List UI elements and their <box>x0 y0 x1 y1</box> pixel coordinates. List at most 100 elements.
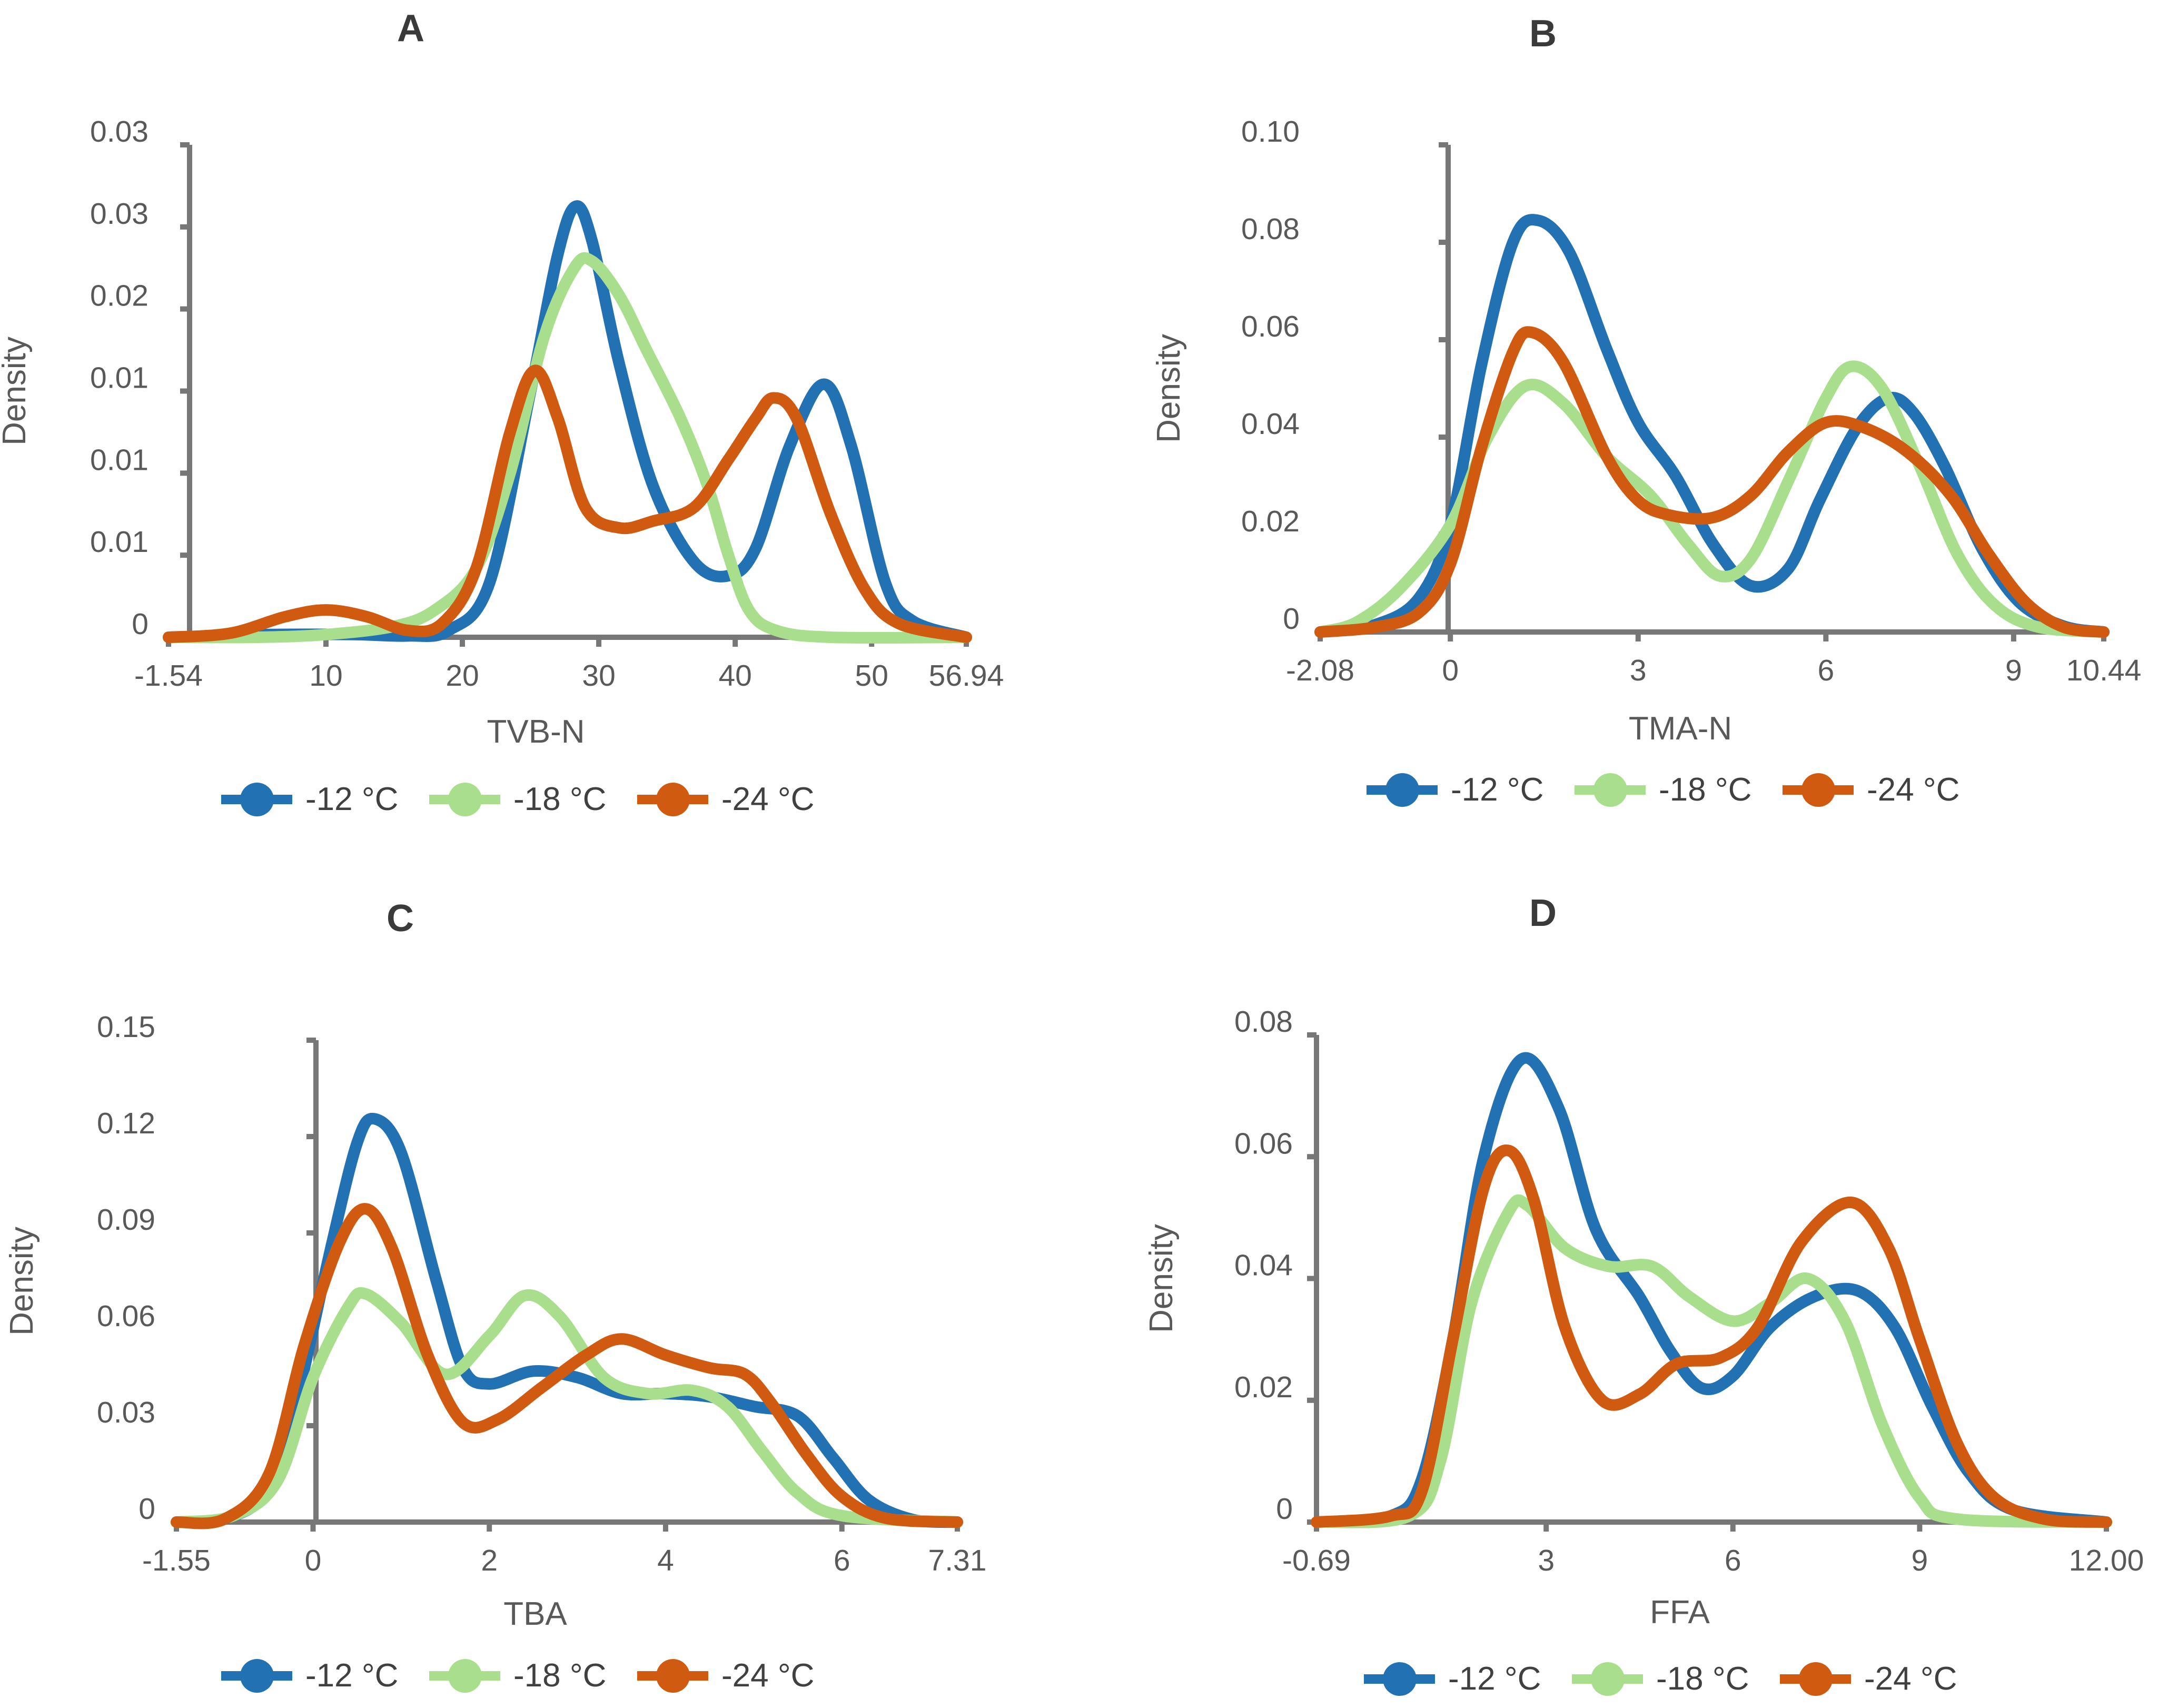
x-tick-label: 4 <box>657 1544 674 1577</box>
series-line--18C <box>171 1287 963 1528</box>
x-tick-label: -1.54 <box>134 659 203 693</box>
legend-label: -18 °C <box>513 1657 606 1694</box>
x-tick-label: 2 <box>481 1544 498 1577</box>
y-tick-label: 0.04 <box>1234 1249 1293 1282</box>
y-tick-label: 0.02 <box>1241 505 1300 538</box>
y-tick-label: 0.03 <box>97 1396 155 1429</box>
y-axis-title: Density <box>4 1227 40 1336</box>
x-tick-label: 0 <box>1442 654 1459 687</box>
y-tick-label: 0.01 <box>90 443 149 477</box>
x-tick-label: 20 <box>446 659 479 693</box>
y-tick-label: 0.08 <box>1241 212 1300 246</box>
x-tick-label: 50 <box>855 659 888 693</box>
legend: -12 °C -18 °C -24 °C <box>221 1657 814 1694</box>
y-tick-label: 0.03 <box>90 197 149 231</box>
x-axis-title: TBA <box>503 1596 567 1632</box>
legend-label: -18 °C <box>513 781 606 817</box>
y-axis-title: Density <box>1151 334 1187 443</box>
y-tick-label: 0.02 <box>90 279 149 313</box>
legend-marker <box>240 783 274 816</box>
legend-marker <box>1593 773 1627 807</box>
y-tick-label: 0.10 <box>1241 115 1300 149</box>
x-tick-label: 30 <box>582 659 615 693</box>
y-tick-label: 0.09 <box>97 1203 155 1237</box>
panel-D: D 0 0.02 0.04 0.06 0.08 -0.69 3 6 9 12.00 FFA Densit… <box>1143 892 2144 1697</box>
legend-marker <box>656 783 690 816</box>
x-tick-label: 3 <box>1630 654 1647 687</box>
legend-label: -12 °C <box>305 1657 398 1694</box>
series-line--24C <box>1311 1144 2112 1528</box>
x-tick-label: 10.44 <box>2066 654 2142 687</box>
x-tick-label: 40 <box>718 659 751 693</box>
x-tick-label: 0 <box>305 1544 322 1577</box>
legend: -12 °C -18 °C -24 °C <box>1367 772 1959 808</box>
legend-marker <box>240 1659 274 1693</box>
x-tick-label: 6 <box>1725 1544 1741 1577</box>
y-tick-label: 0 <box>132 607 149 641</box>
x-tick-label: 10 <box>309 659 342 693</box>
legend-label: -12 °C <box>1451 772 1543 808</box>
y-tick-label: 0.01 <box>90 361 149 395</box>
y-tick-label: 0 <box>1283 602 1300 636</box>
x-tick-label: -1.55 <box>142 1544 211 1577</box>
y-tick-label: 0.04 <box>1241 407 1300 441</box>
x-tick-label: 9 <box>1912 1544 1928 1577</box>
legend-marker <box>448 1659 482 1693</box>
panel-title: C <box>387 897 414 940</box>
legend-label: -24 °C <box>721 781 814 817</box>
y-tick-label: 0.12 <box>97 1107 155 1140</box>
legend-marker <box>1591 1662 1625 1696</box>
panel-title: D <box>1529 892 1557 934</box>
legend-label: -18 °C <box>1656 1661 1749 1697</box>
legend-label: -18 °C <box>1659 772 1751 808</box>
legend-marker <box>1801 773 1835 807</box>
legend-label: -24 °C <box>1867 772 1959 808</box>
x-tick-label: -2.08 <box>1286 654 1354 687</box>
y-tick-label: 0 <box>138 1492 155 1526</box>
series-line--24C <box>163 364 972 643</box>
legend-label: -24 °C <box>1864 1661 1957 1697</box>
panel-title: B <box>1529 13 1557 55</box>
y-tick-label: 0.03 <box>90 115 149 149</box>
x-axis-title: TMA-N <box>1629 710 1732 747</box>
panel-A: A 0 0.01 0.01 0.01 0.02 0.03 0.03 -1.54 10 20 30 40 5… <box>0 7 1004 817</box>
x-axis-title: TVB-N <box>487 714 585 750</box>
legend-marker <box>1385 773 1419 807</box>
legend: -12 °C -18 °C -24 °C <box>221 781 814 817</box>
y-tick-label: 0 <box>1276 1492 1293 1526</box>
x-tick-label: 7.31 <box>928 1544 987 1577</box>
y-axis-title: Density <box>0 337 33 446</box>
legend-marker <box>1383 1662 1417 1696</box>
legend-marker <box>1799 1662 1833 1696</box>
x-tick-label: -0.69 <box>1282 1544 1351 1577</box>
legend-label: -24 °C <box>721 1657 814 1694</box>
y-tick-label: 0.06 <box>1241 310 1300 343</box>
y-tick-label: 0.01 <box>90 525 149 559</box>
x-tick-label: 3 <box>1538 1544 1555 1577</box>
legend-marker <box>448 783 482 816</box>
legend: -12 °C -18 °C -24 °C <box>1364 1661 1957 1697</box>
y-tick-label: 0.06 <box>1234 1127 1293 1160</box>
legend-marker <box>656 1659 690 1693</box>
series-line--24C <box>171 1203 963 1529</box>
series-line--18C <box>1311 1194 2112 1528</box>
legend-label: -12 °C <box>305 781 398 817</box>
series-line--12C <box>171 1112 963 1528</box>
x-tick-label: 12.00 <box>2069 1544 2144 1577</box>
x-axis-title: FFA <box>1650 1594 1710 1631</box>
x-tick-label: 56.94 <box>929 659 1004 693</box>
panel-C: C 0 0.03 0.06 0.09 0.12 0.15 -1.55 0 2 4 6 7.31 TBA De… <box>4 897 986 1694</box>
x-tick-label: 9 <box>2005 654 2022 687</box>
y-tick-label: 0.06 <box>97 1299 155 1333</box>
y-tick-label: 0.08 <box>1234 1005 1293 1039</box>
x-tick-label: 6 <box>834 1544 850 1577</box>
y-tick-label: 0.02 <box>1234 1370 1293 1404</box>
series-line--12C <box>1314 214 2110 638</box>
x-tick-label: 6 <box>1817 654 1834 687</box>
y-tick-label: 0.15 <box>97 1010 155 1044</box>
series-line--24C <box>1314 326 2110 638</box>
panel-title: A <box>397 7 424 50</box>
legend-label: -12 °C <box>1448 1661 1541 1697</box>
panel-B: B 0 0.02 0.04 0.06 0.08 0.10 -2.08 0 3 6 9 10.44 TMA-… <box>1151 13 2141 808</box>
